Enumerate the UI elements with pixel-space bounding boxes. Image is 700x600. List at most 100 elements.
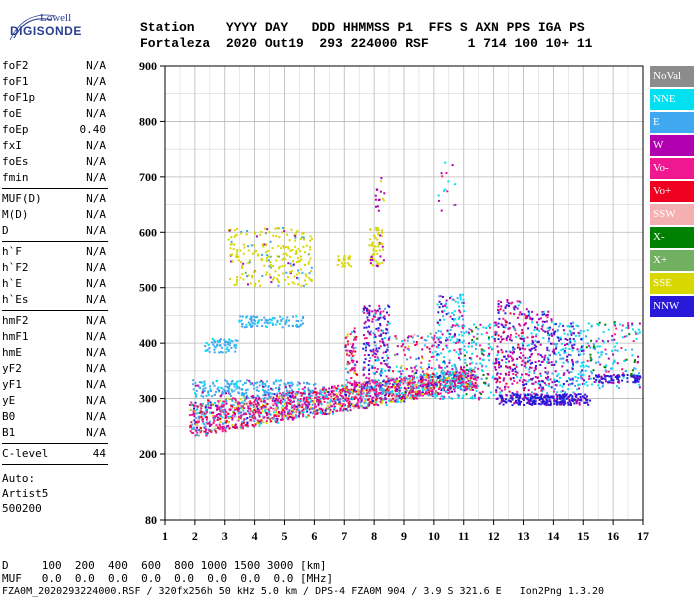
echo-dot xyxy=(543,320,546,323)
echo-dot xyxy=(377,329,380,332)
echo-dot xyxy=(392,400,394,403)
echo-dot xyxy=(343,257,346,260)
echo-dot xyxy=(430,386,433,389)
echo-dot xyxy=(290,404,293,407)
echo-dot xyxy=(443,189,445,192)
echo-dot xyxy=(250,315,253,318)
param-value: N/A xyxy=(86,426,106,439)
echo-dot xyxy=(526,356,529,359)
echo-dot xyxy=(365,337,368,340)
echo-dot xyxy=(286,401,289,404)
echo-dot xyxy=(561,385,564,388)
echo-dot xyxy=(336,264,339,266)
echo-dot xyxy=(632,340,635,343)
echo-dot xyxy=(638,372,640,375)
echo-dot xyxy=(583,383,585,386)
echo-dot xyxy=(471,330,474,333)
echo-dot xyxy=(372,257,375,260)
echo-dot xyxy=(354,346,357,349)
echo-dot xyxy=(312,412,314,415)
echo-dot xyxy=(441,310,444,313)
echo-dot xyxy=(393,385,396,388)
echo-dot xyxy=(531,347,534,350)
echo-dot xyxy=(543,356,546,359)
echo-dot xyxy=(349,351,352,353)
echo-dot xyxy=(387,377,390,380)
echo-dot xyxy=(495,389,498,392)
echo-dot xyxy=(190,404,193,407)
echo-dot xyxy=(291,260,294,263)
echo-dot xyxy=(541,355,544,358)
echo-dot xyxy=(385,332,387,335)
echo-dot xyxy=(382,259,385,262)
echo-dot xyxy=(227,350,230,352)
echo-dot xyxy=(343,384,346,387)
echo-dot xyxy=(316,398,319,401)
echo-dot xyxy=(503,400,506,403)
echo-dot xyxy=(287,247,290,250)
echo-dot xyxy=(239,402,242,405)
echo-dot xyxy=(414,392,417,395)
echo-dot xyxy=(411,396,414,399)
echo-dot xyxy=(466,385,469,388)
echo-dot xyxy=(349,342,352,345)
echo-dot xyxy=(494,377,496,380)
echo-dot xyxy=(457,381,460,384)
echo-dot xyxy=(534,394,537,396)
echo-dot xyxy=(559,376,561,379)
echo-dot xyxy=(509,355,512,358)
echo-dot xyxy=(291,249,294,251)
echo-dot xyxy=(230,404,233,407)
echo-dot xyxy=(348,263,351,266)
echo-dot xyxy=(574,395,577,398)
echo-dot xyxy=(403,400,406,403)
echo-dot xyxy=(505,337,508,340)
echo-dot xyxy=(352,359,355,362)
echo-dot xyxy=(509,367,512,370)
echo-dot xyxy=(435,336,438,339)
echo-dot xyxy=(398,387,401,390)
echo-dot xyxy=(505,350,508,353)
echo-dot xyxy=(301,232,304,235)
echo-dot xyxy=(403,386,406,389)
param-row-b1: B1 N/A xyxy=(2,425,108,441)
echo-dot xyxy=(447,312,450,315)
echo-dot xyxy=(271,403,274,406)
echo-dot xyxy=(294,397,297,399)
echo-dot xyxy=(443,309,446,312)
echo-dot xyxy=(580,349,583,352)
echo-dot xyxy=(210,404,213,407)
echo-dot xyxy=(273,276,275,279)
echo-dot xyxy=(248,323,251,326)
echo-dot xyxy=(529,356,532,358)
param-name: hmF2 xyxy=(2,314,29,327)
echo-dot xyxy=(453,335,456,338)
echo-dot xyxy=(396,379,399,382)
echo-dot xyxy=(445,344,448,347)
echo-dot xyxy=(250,415,253,418)
echo-dot xyxy=(487,396,490,399)
echo-dot xyxy=(454,333,456,336)
echo-dot xyxy=(583,396,586,399)
echo-dot xyxy=(207,402,210,404)
echo-dot xyxy=(240,230,243,233)
echo-dot xyxy=(234,424,237,427)
echo-dot xyxy=(498,317,501,320)
echo-dot xyxy=(467,372,470,375)
echo-dot xyxy=(456,338,459,341)
echo-dot xyxy=(379,190,382,193)
echo-dot xyxy=(368,377,370,380)
echo-dot xyxy=(559,357,562,360)
echo-dot xyxy=(454,364,456,367)
echo-dot xyxy=(364,320,367,323)
echo-dot xyxy=(507,302,510,305)
echo-dot xyxy=(421,348,424,351)
echo-dot xyxy=(457,386,459,389)
param-row-fof1p: foF1p N/A xyxy=(2,90,108,106)
echo-dot xyxy=(496,378,499,381)
echo-dot xyxy=(438,364,441,367)
echo-dot xyxy=(209,385,212,388)
echo-dot xyxy=(573,343,576,346)
echo-dot xyxy=(555,361,558,364)
echo-dot xyxy=(428,387,431,390)
